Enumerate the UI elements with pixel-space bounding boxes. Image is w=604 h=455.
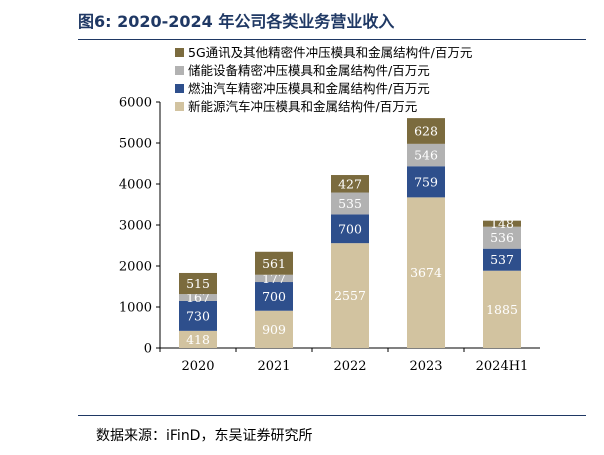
- data-label: 537: [490, 252, 514, 267]
- stacked-bar-chart: 5G通讯及其他精密件冲压模具和金属结构件/百万元储能设备精密冲压模具和金属结构件…: [119, 45, 540, 374]
- bar-segment: [407, 166, 445, 198]
- legend: 5G通讯及其他精密件冲压模具和金属结构件/百万元储能设备精密冲压模具和金属结构件…: [175, 45, 472, 114]
- axes: 0 1000 2000 3000 4000 5000 6000 2020 2021 2022 202…: [119, 96, 540, 374]
- bar-segment: [255, 251, 293, 275]
- bar-segment: [179, 330, 217, 348]
- source-note: 数据来源：iFinD，东吴证券研究所: [96, 428, 313, 444]
- legend-label: 储能设备精密冲压模具和金属结构件/百万元: [188, 63, 430, 78]
- y-tick-label: 0: [144, 342, 152, 357]
- data-label: 427: [338, 176, 362, 191]
- title-rule: [78, 39, 586, 40]
- bar-segment: [331, 192, 369, 215]
- bar-segment: [483, 270, 521, 348]
- bar-segment: [255, 274, 293, 283]
- bar-segment: [179, 272, 217, 295]
- bar-segment: [179, 294, 217, 301]
- x-category-label: 2022: [333, 359, 366, 374]
- y-tick-label: 4000: [119, 178, 152, 193]
- data-label: 536: [490, 230, 514, 245]
- x-category-label: 2023: [409, 359, 442, 374]
- legend-swatch: [175, 48, 184, 57]
- bar-segment: [255, 310, 293, 348]
- legend-label: 新能源汽车冲压模具和金属结构件/百万元: [188, 99, 417, 114]
- bar-segment: [179, 300, 217, 331]
- bar-segment: [407, 118, 445, 144]
- y-tick-label: 3000: [119, 219, 152, 234]
- bar-segment: [255, 282, 293, 311]
- data-label: 2557: [334, 288, 366, 303]
- bar-segment: [331, 175, 369, 193]
- legend-label: 5G通讯及其他精密件冲压模具和金属结构件/百万元: [188, 45, 472, 60]
- bar-segment: [483, 248, 521, 271]
- y-tick-label: 2000: [119, 260, 152, 275]
- data-label: 148: [490, 216, 514, 231]
- data-label: 909: [262, 322, 286, 337]
- bar-segment: [331, 243, 369, 348]
- data-label: 730: [186, 308, 210, 323]
- x-category-label: 2024H1: [476, 359, 529, 374]
- y-tick-label: 5000: [119, 137, 152, 152]
- legend-swatch: [175, 84, 184, 93]
- x-category-label: 2020: [181, 359, 214, 374]
- figure-title: 图6: 2020-2024 年公司各类业务营业收入: [78, 12, 395, 31]
- bar-segment: [407, 197, 445, 348]
- data-label: 1885: [486, 302, 518, 317]
- y-tick-label: 1000: [119, 301, 152, 316]
- bar-segment: [483, 220, 521, 227]
- data-label: 546: [414, 148, 438, 163]
- data-label: 700: [262, 289, 286, 304]
- source-rule: [78, 415, 586, 416]
- data-label: 700: [338, 221, 362, 236]
- data-label: 3674: [410, 265, 442, 280]
- bar-segment: [331, 214, 369, 244]
- bar-segment: [483, 226, 521, 249]
- data-label: 515: [186, 276, 210, 291]
- legend-swatch: [175, 102, 184, 111]
- data-label: 759: [414, 174, 438, 189]
- bar-segment: [407, 143, 445, 167]
- data-label: 561: [262, 256, 286, 271]
- data-label: 535: [338, 196, 362, 211]
- x-category-label: 2021: [257, 359, 290, 374]
- data-label: 418: [186, 332, 210, 347]
- legend-swatch: [175, 66, 184, 75]
- bars: 4187301675159097001775612557700535427367…: [179, 118, 521, 348]
- legend-label: 燃油汽车精密冲压模具和金属结构件/百万元: [188, 81, 430, 96]
- y-tick-label: 6000: [119, 96, 152, 111]
- data-label: 628: [414, 123, 438, 138]
